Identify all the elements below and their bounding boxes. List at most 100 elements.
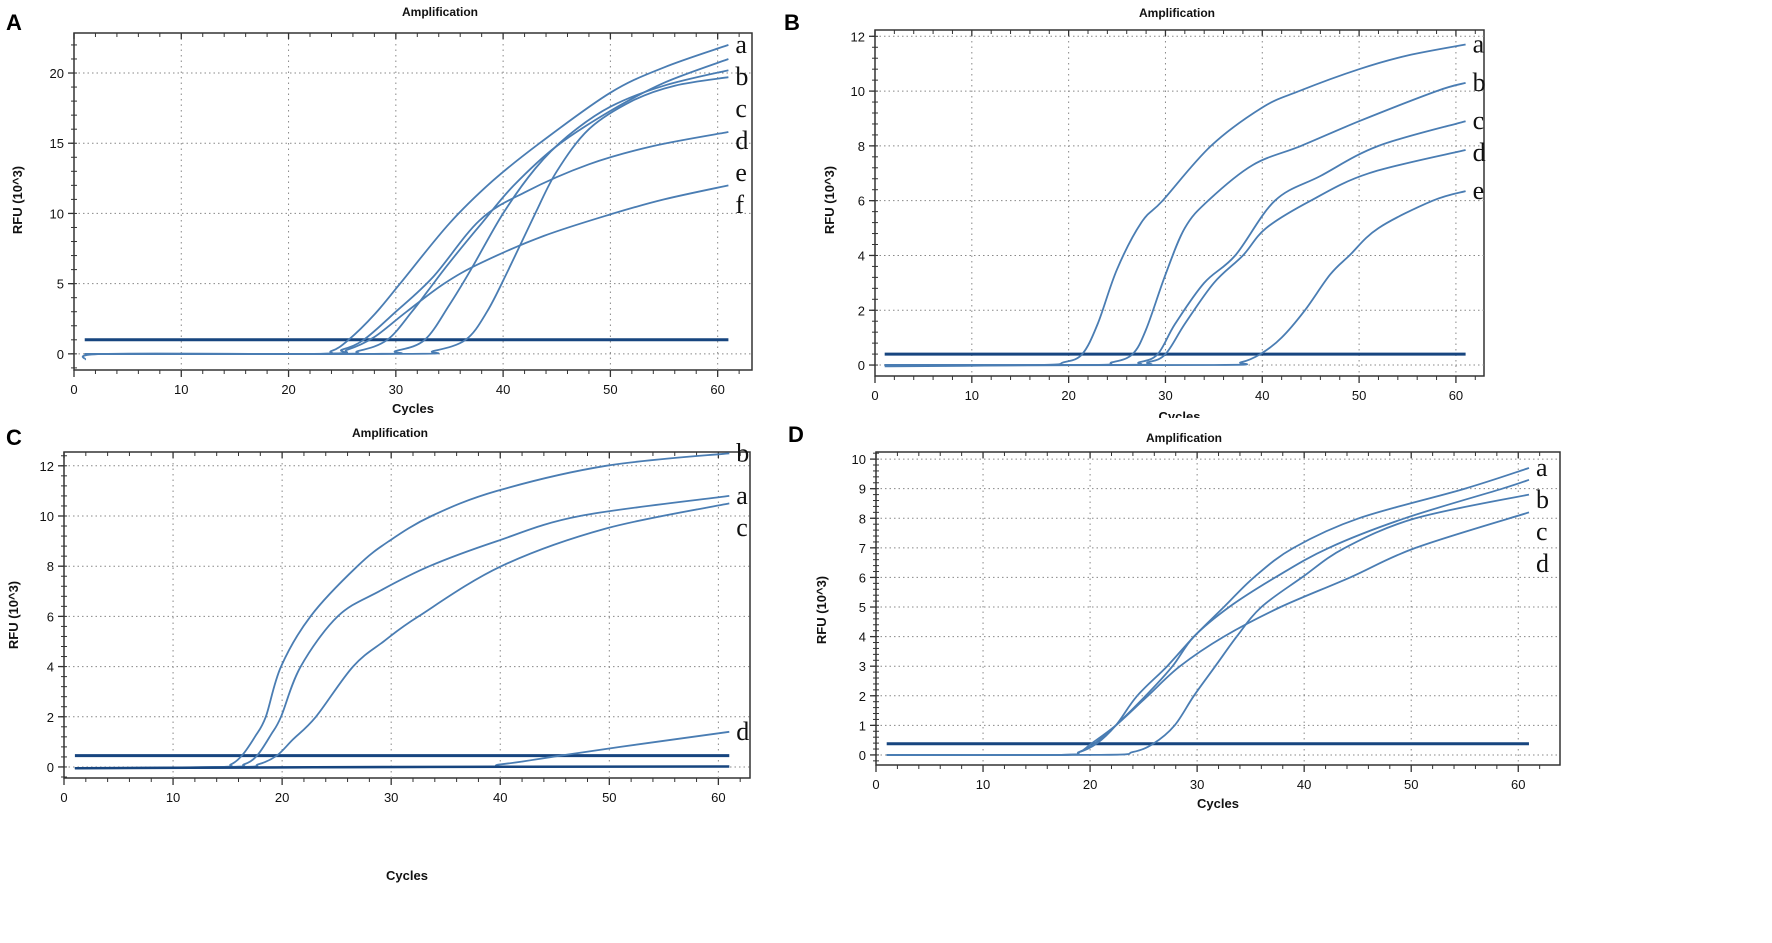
y-tick-label: 0 xyxy=(859,748,866,763)
series-line-c xyxy=(74,502,730,770)
x-tick-label: 60 xyxy=(1511,777,1525,792)
y-tick-label: 6 xyxy=(858,194,865,209)
x-tick-label: 30 xyxy=(1158,388,1172,403)
series-line-f xyxy=(84,184,729,356)
y-tick-label: 10 xyxy=(851,84,865,99)
series-label-d: d xyxy=(1536,549,1549,578)
series-line-b xyxy=(84,58,729,355)
chart-title: Amplification xyxy=(1139,6,1215,20)
y-axis-label: RFU (10^3) xyxy=(6,581,21,649)
y-axis-label: RFU (10^3) xyxy=(814,576,829,644)
y-tick-label: 5 xyxy=(859,600,866,615)
series-label-b: b xyxy=(736,438,749,467)
series-line-a xyxy=(74,495,730,770)
x-tick-label: 0 xyxy=(871,388,878,403)
plot-frame xyxy=(874,29,1485,377)
y-tick-label: 20 xyxy=(50,66,64,81)
y-tick-label: 6 xyxy=(47,609,54,624)
x-tick-label: 20 xyxy=(1061,388,1075,403)
panel-a: A Amplification RFU (10^3) Cycles 0 10 20 30 40 5… xyxy=(6,5,753,416)
series-line-e xyxy=(884,190,1466,367)
x-tick-label: 40 xyxy=(1297,777,1311,792)
x-axis-label: Cycles xyxy=(1197,796,1239,811)
series-label-b: b xyxy=(1473,68,1486,97)
y-tick-label: 7 xyxy=(859,541,866,556)
x-tick-label: 20 xyxy=(275,790,289,805)
y-tick-label: 0 xyxy=(858,358,865,373)
series-label-a: a xyxy=(736,481,748,510)
series-line-d xyxy=(84,76,729,355)
y-tick-label: 0 xyxy=(57,347,64,362)
series-line-c xyxy=(886,493,1530,757)
y-tick-label: 0 xyxy=(47,760,54,775)
x-axis-label: Cycles xyxy=(392,401,434,416)
y-tick-label: 12 xyxy=(851,29,865,44)
series-line-a xyxy=(884,43,1466,368)
x-tick-label: 50 xyxy=(602,790,616,805)
y-tick-label: 10 xyxy=(852,452,866,467)
plot-frame xyxy=(875,451,1561,766)
panel-letter: C xyxy=(6,425,22,450)
x-tick-label: 30 xyxy=(384,790,398,805)
series-label-d: d xyxy=(1473,138,1486,167)
x-tick-label: 50 xyxy=(603,382,617,397)
y-tick-label: 2 xyxy=(859,689,866,704)
series-label-a: a xyxy=(735,30,747,59)
x-tick-label: 0 xyxy=(70,382,77,397)
y-axis-label: RFU (10^3) xyxy=(822,166,837,234)
x-tick-label: 20 xyxy=(281,382,295,397)
chart-title: Amplification xyxy=(352,426,428,440)
y-tick-label: 10 xyxy=(40,509,54,524)
x-tick-label: 30 xyxy=(389,382,403,397)
series-line-d xyxy=(886,511,1530,757)
x-tick-label: 40 xyxy=(1255,388,1269,403)
panel-letter: B xyxy=(784,10,800,35)
x-tick-label: 40 xyxy=(496,382,510,397)
x-tick-label: 60 xyxy=(1449,388,1463,403)
y-tick-label: 2 xyxy=(47,710,54,725)
series-label-c: c xyxy=(1473,106,1485,135)
series-label-a: a xyxy=(1536,453,1548,482)
x-tick-label: 60 xyxy=(711,790,725,805)
x-axis-label: Cycles xyxy=(386,868,428,883)
chart-title: Amplification xyxy=(402,5,478,19)
y-tick-label: 3 xyxy=(859,659,866,674)
x-tick-label: 10 xyxy=(965,388,979,403)
y-tick-label: 2 xyxy=(858,303,865,318)
y-tick-label: 8 xyxy=(47,559,54,574)
y-axis-label: RFU (10^3) xyxy=(10,166,25,234)
x-tick-label: 30 xyxy=(1190,777,1204,792)
series-label-b: b xyxy=(1536,485,1549,514)
x-tick-label: 40 xyxy=(493,790,507,805)
y-tick-label: 15 xyxy=(50,136,64,151)
series-label-c: c xyxy=(735,94,747,123)
x-tick-label: 20 xyxy=(1083,777,1097,792)
y-tick-label: 6 xyxy=(859,570,866,585)
series-label-b: b xyxy=(735,62,748,91)
series-label-c: c xyxy=(736,513,748,542)
panel-c: C Amplification RFU (10^3) Cycles 0 10 20 30 40 5… xyxy=(6,425,751,883)
x-tick-label: 50 xyxy=(1404,777,1418,792)
panel-letter: D xyxy=(788,422,804,447)
y-tick-label: 5 xyxy=(57,277,64,292)
y-tick-label: 9 xyxy=(859,482,866,497)
panel-letter: A xyxy=(6,10,22,35)
x-tick-label: 10 xyxy=(976,777,990,792)
series-label-f: f xyxy=(735,190,744,219)
x-tick-label: 60 xyxy=(710,382,724,397)
x-tick-label: 0 xyxy=(872,777,879,792)
series-line-b xyxy=(74,452,730,770)
x-tick-label: 50 xyxy=(1352,388,1366,403)
series-label-d: d xyxy=(735,126,748,155)
y-tick-label: 4 xyxy=(858,248,865,263)
y-tick-label: 12 xyxy=(40,459,54,474)
x-tick-label: 10 xyxy=(174,382,188,397)
y-tick-label: 4 xyxy=(859,630,866,645)
series-label-a: a xyxy=(1473,30,1485,59)
y-tick-label: 4 xyxy=(47,660,54,675)
y-tick-label: 8 xyxy=(858,139,865,154)
y-tick-label: 1 xyxy=(859,718,866,733)
